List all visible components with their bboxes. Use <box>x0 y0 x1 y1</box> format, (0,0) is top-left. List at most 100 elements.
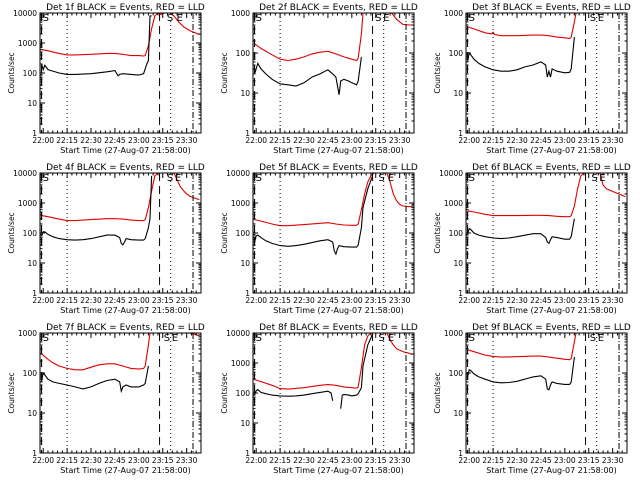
y-tick-label: 100 <box>23 369 38 378</box>
y-axis-label: Counts/sec <box>7 212 16 253</box>
y-tick-label: 10 <box>27 259 37 268</box>
x-tick-label: 22:00 <box>458 136 480 145</box>
x-tick-label: 22:00 <box>245 456 267 465</box>
marker-start-label: S <box>43 173 49 184</box>
y-axis-label: Counts/sec <box>220 372 229 413</box>
plot-frame <box>39 172 202 294</box>
y-tick-label: 10 <box>240 419 250 428</box>
y-tick-label: 1 <box>245 129 250 138</box>
x-tick-label: 23:00 <box>341 136 363 145</box>
chart-title: Det 1f BLACK = Events, RED = LLD <box>46 3 205 13</box>
x-tick-label: 23:15 <box>152 296 174 305</box>
chart-title: Det 5f BLACK = Events, RED = LLD <box>259 163 418 173</box>
x-tick-label: 23:00 <box>128 456 150 465</box>
marker-start-label: S <box>256 13 262 24</box>
y-tick-label: 10 <box>240 259 250 268</box>
x-tick-label: 22:00 <box>245 136 267 145</box>
marker-end-label: E <box>172 333 178 344</box>
series-lld-line <box>254 13 413 62</box>
series-lld-line <box>41 173 200 222</box>
y-tick-label: 1 <box>458 129 463 138</box>
x-tick-label: 22:00 <box>245 296 267 305</box>
x-tick-label: 22:45 <box>317 296 339 305</box>
x-axis-label: Start Time (27-Aug-07 21:58:00) <box>60 306 191 315</box>
marker-start-label: S <box>167 173 173 184</box>
x-tick-label: 23:00 <box>341 456 363 465</box>
x-tick-label: 23:30 <box>389 456 411 465</box>
y-tick-label: 10 <box>453 89 463 98</box>
marker-start-label: S <box>469 13 475 24</box>
series-events-line <box>340 334 374 409</box>
chart-title: Det 4f BLACK = Events, RED = LLD <box>46 163 205 173</box>
x-tick-label: 22:30 <box>80 136 102 145</box>
x-tick-label: 22:30 <box>506 296 528 305</box>
y-tick-label: 100 <box>23 229 38 238</box>
chart-title: Det 6f BLACK = Events, RED = LLD <box>472 163 631 173</box>
marker-end-label: E <box>388 173 394 184</box>
chart-title: Det 7f BLACK = Events, RED = LLD <box>46 323 205 333</box>
series-events-line <box>41 15 152 77</box>
marker-start-label: S <box>43 13 49 24</box>
y-tick-label: 10000 <box>439 169 463 178</box>
series-events-line <box>254 388 334 401</box>
series-lld-line <box>254 333 413 390</box>
x-tick-label: 22:15 <box>269 136 291 145</box>
y-tick-label: 1 <box>32 129 37 138</box>
plot-frame <box>465 332 628 454</box>
x-tick-label: 23:30 <box>176 296 198 305</box>
y-tick-label: 1 <box>458 289 463 298</box>
x-tick-label: 22:30 <box>293 136 315 145</box>
marker-end-label: E <box>383 13 389 24</box>
marker-start-label: S <box>167 13 173 24</box>
x-axis-label: Start Time (27-Aug-07 21:58:00) <box>60 146 191 155</box>
series-lld-line <box>254 173 413 227</box>
y-tick-label: 10 <box>27 409 37 418</box>
marker-start-label: S <box>591 173 597 184</box>
panel-det-6f: Det 6f BLACK = Events, RED = LLD S S E 1 10 10… <box>426 160 639 320</box>
x-tick-label: 23:30 <box>602 136 624 145</box>
x-tick-label: 22:00 <box>32 456 54 465</box>
x-tick-label: 22:15 <box>56 296 78 305</box>
y-tick-label: 1000 <box>231 199 250 208</box>
x-tick-label: 22:45 <box>530 136 552 145</box>
x-tick-label: 23:30 <box>176 136 198 145</box>
x-tick-label: 23:15 <box>152 456 174 465</box>
y-tick-label: 100 <box>449 369 464 378</box>
y-tick-label: 100 <box>449 229 464 238</box>
y-axis-label: Counts/sec <box>220 212 229 253</box>
marker-start-label: S <box>256 173 262 184</box>
y-tick-label: 10 <box>27 99 37 108</box>
x-tick-label: 22:45 <box>104 136 126 145</box>
series-lld-line <box>467 333 577 361</box>
x-tick-label: 23:15 <box>578 296 600 305</box>
x-tick-label: 23:30 <box>602 456 624 465</box>
x-tick-label: 22:15 <box>269 456 291 465</box>
chart-title: Det 3f BLACK = Events, RED = LLD <box>472 3 631 13</box>
series-events-line <box>467 37 575 78</box>
x-tick-label: 23:15 <box>578 456 600 465</box>
y-tick-label: 1000 <box>231 359 250 368</box>
marker-end-label: E <box>388 333 394 344</box>
y-tick-label: 1000 <box>18 329 37 338</box>
y-tick-label: 100 <box>236 49 251 58</box>
x-tick-label: 22:15 <box>56 136 78 145</box>
series-events-line <box>254 175 374 256</box>
plot-frame <box>465 172 628 294</box>
marker-start-label: S <box>590 333 596 344</box>
marker-start-label: S <box>164 333 170 344</box>
plot-frame <box>465 12 628 134</box>
marker-end-label: E <box>175 173 181 184</box>
y-axis-label: Counts/sec <box>433 372 442 413</box>
y-tick-label: 100 <box>23 69 38 78</box>
x-tick-label: 23:15 <box>578 136 600 145</box>
x-tick-label: 23:30 <box>602 296 624 305</box>
panel-det-3f: Det 3f BLACK = Events, RED = LLD S S E 1 10 10… <box>426 0 639 160</box>
x-tick-label: 22:45 <box>104 296 126 305</box>
